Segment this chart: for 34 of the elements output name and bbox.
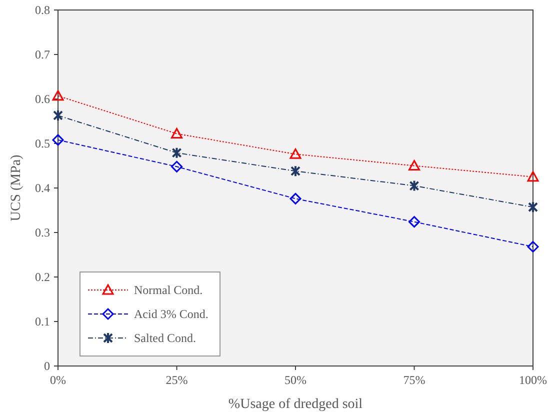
- point: [290, 192, 302, 204]
- y-tick-label: 0.5: [35, 136, 50, 151]
- y-tick-label: 0.4: [35, 181, 50, 196]
- y-tick-label: 0.6: [35, 92, 50, 106]
- point: [409, 180, 420, 192]
- y-tick-label: 0.8: [35, 3, 50, 18]
- legend-label: Normal Cond.: [134, 283, 203, 298]
- point: [52, 134, 64, 146]
- point: [52, 90, 64, 101]
- point: [527, 240, 539, 252]
- point: [528, 201, 538, 214]
- y-tick-label: 0.1: [35, 314, 50, 329]
- y-tick-label: 0.2: [35, 270, 50, 284]
- x-tick-label: 25%: [166, 373, 188, 387]
- point: [171, 128, 182, 138]
- legend-label: Acid 3% Cond.: [134, 307, 208, 322]
- x-tick-label: 100%: [519, 373, 547, 387]
- point: [527, 171, 539, 182]
- point: [408, 160, 420, 170]
- y-tick-label: 0.3: [35, 226, 50, 240]
- point: [171, 160, 182, 172]
- x-axis-title: %Usage of dredged soil: [228, 397, 363, 412]
- x-tick-label: 75%: [403, 373, 426, 387]
- y-axis-title: UCS (MPa): [9, 154, 24, 222]
- y-tick-label: 0: [44, 359, 50, 374]
- y-tick-label: 0.7: [35, 48, 50, 62]
- x-tick-label: 50%: [284, 373, 306, 387]
- point: [53, 109, 63, 122]
- point: [408, 216, 420, 228]
- point: [290, 165, 300, 178]
- legend-label: Salted Cond.: [134, 331, 196, 346]
- x-tick-label: 0%: [50, 373, 66, 387]
- point: [172, 146, 182, 159]
- point: [290, 148, 302, 159]
